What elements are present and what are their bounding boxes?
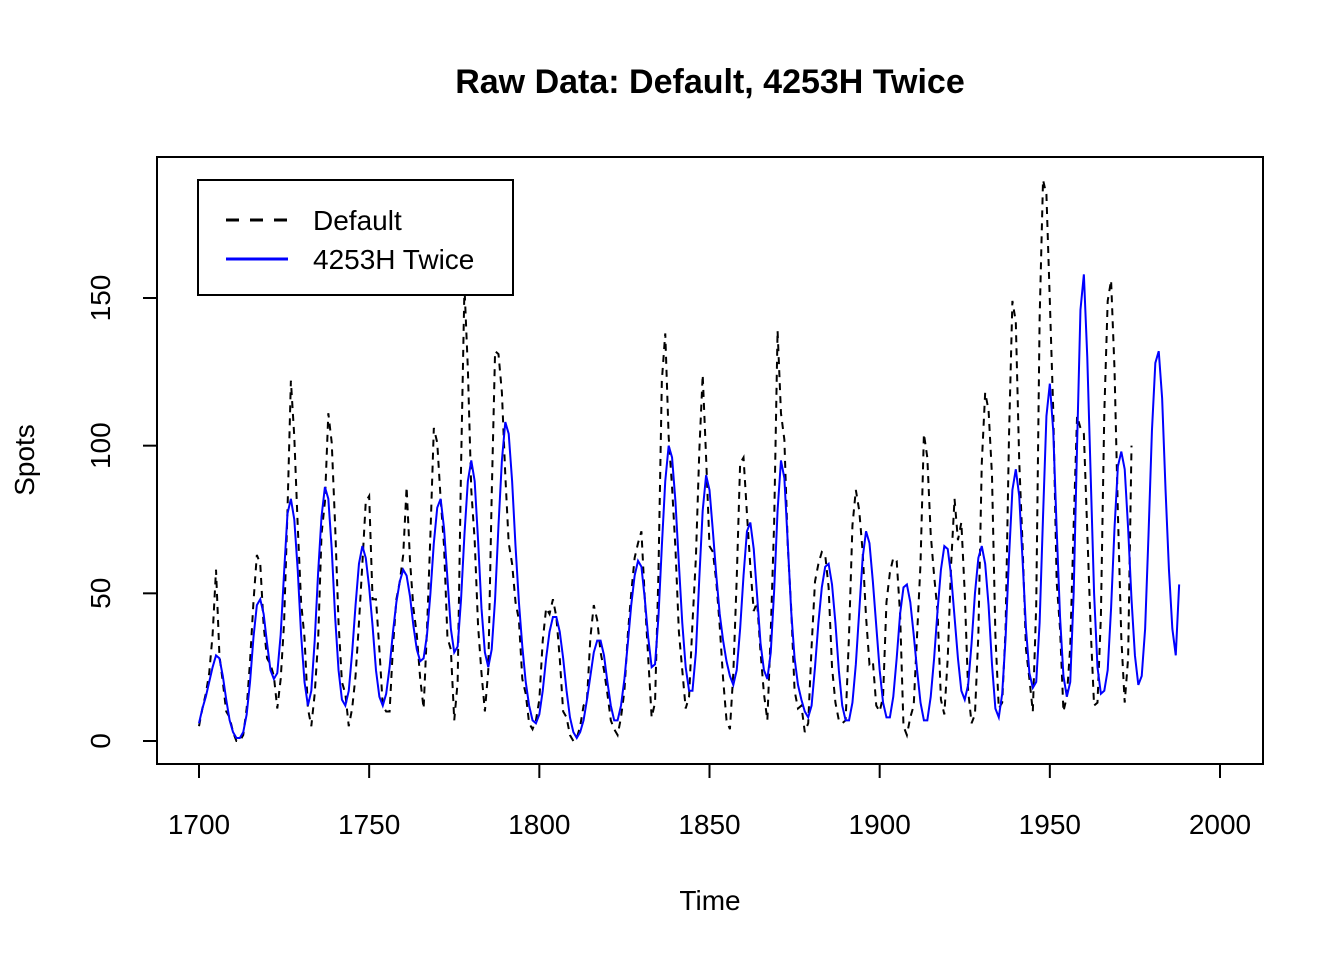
x-tick-label: 1800 <box>508 809 570 840</box>
y-tick-label: 150 <box>85 275 116 322</box>
series-line-default <box>198 179 1133 743</box>
x-tick-label: 1850 <box>678 809 740 840</box>
y-axis: 0 50 100 150 <box>85 275 158 749</box>
legend-box <box>197 179 514 296</box>
y-tick-label: 0 <box>85 733 116 749</box>
y-tick-label: 50 <box>85 578 116 609</box>
legend: Default 4253H Twice <box>197 179 514 296</box>
x-tick-label: 1950 <box>1019 809 1081 840</box>
legend-label-4253h-twice: 4253H Twice <box>313 244 474 275</box>
legend-label-default: Default <box>313 205 402 236</box>
x-tick-label: 1900 <box>849 809 911 840</box>
y-axis-label: Spots <box>9 424 40 496</box>
x-tick-label: 1750 <box>338 809 400 840</box>
x-axis-label: Time <box>679 885 740 916</box>
x-tick-label: 2000 <box>1189 809 1251 840</box>
x-tick-label: 1700 <box>168 809 230 840</box>
y-tick-label: 100 <box>85 422 116 469</box>
chart-title: Raw Data: Default, 4253H Twice <box>455 63 965 101</box>
series-layer <box>198 179 1181 743</box>
x-axis: 1700 1750 1800 1850 1900 1950 2000 <box>168 763 1251 840</box>
series-line-4253h-twice <box>198 274 1181 741</box>
